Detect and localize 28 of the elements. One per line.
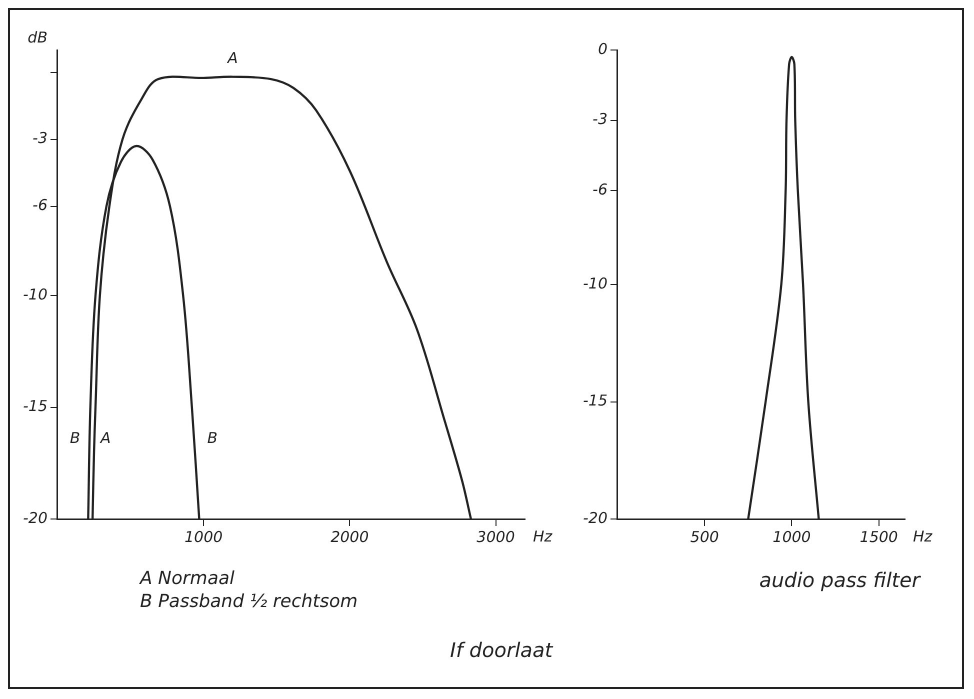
y-axis-title: dB <box>28 28 48 46</box>
x-tick-label: 500 <box>690 528 719 546</box>
y-tick-label: -6 <box>32 196 48 214</box>
x-tick-label: 1500 <box>860 528 898 546</box>
text: B Passband ½ rechtsom <box>140 591 359 612</box>
text: A <box>228 49 238 68</box>
x-tick-label: 1000 <box>184 528 223 546</box>
y-tick-label: -6 <box>592 180 608 199</box>
series-label: B <box>70 428 80 447</box>
x-axis-title: Hz <box>533 527 554 546</box>
text: A Normaal <box>140 568 236 589</box>
x-tick-label: 1000 <box>772 528 811 546</box>
x-tick-label: 3000 <box>476 528 515 546</box>
y-tick-label: -15 <box>583 392 608 410</box>
x-tick-label: 2000 <box>330 528 369 546</box>
y-tick-label: -20 <box>583 508 608 527</box>
text: If doorlaat <box>450 638 553 662</box>
x-axis-title: Hz <box>913 527 934 546</box>
text: audio pass filter <box>758 568 922 592</box>
y-tick-label: -10 <box>23 286 48 304</box>
y-tick-label: -10 <box>583 274 608 292</box>
y-tick-label: 0 <box>598 40 608 58</box>
text: B <box>207 428 218 447</box>
series-label: A <box>100 428 111 447</box>
y-tick-label: -15 <box>23 397 48 416</box>
y-tick-label: -3 <box>32 129 48 148</box>
y-tick-label: -3 <box>592 110 608 128</box>
y-tick-label: -20 <box>23 508 48 527</box>
